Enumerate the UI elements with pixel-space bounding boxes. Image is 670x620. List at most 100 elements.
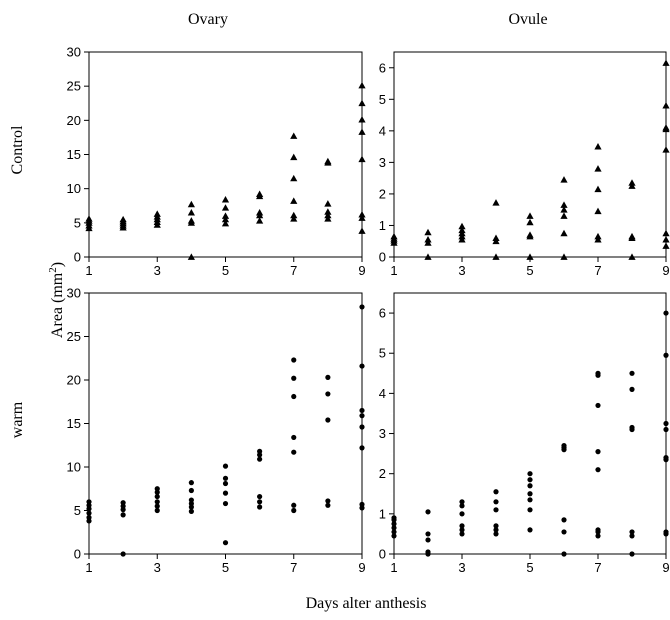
control-ovary-point — [290, 197, 298, 204]
control-ovary-point — [324, 211, 332, 219]
warm-ovary-point — [257, 448, 263, 454]
warm-ovary-point — [325, 498, 331, 504]
control-ovule-point — [594, 143, 602, 150]
control-ovary-y-tick-label: 5 — [74, 215, 81, 230]
warm-ovary-point — [257, 504, 263, 510]
control-ovule-y-tick-label: 4 — [379, 123, 386, 138]
warm-ovule-point — [629, 551, 635, 557]
control-ovary-y-tick-label: 25 — [67, 79, 81, 94]
warm-ovule-x-tick-label: 9 — [662, 560, 669, 575]
warm-ovule-point — [595, 449, 601, 455]
control-ovary-point — [221, 204, 230, 211]
warm-ovary-point — [86, 514, 92, 521]
warm-ovary-point — [359, 304, 365, 310]
warm-ovary-point — [291, 434, 297, 441]
control-ovary-point — [358, 227, 366, 234]
warm-ovule-point — [459, 499, 465, 505]
warm-ovary-point — [188, 487, 194, 494]
control-ovule-x-tick-label: 7 — [594, 263, 601, 278]
control-ovule-point — [662, 229, 670, 237]
warm-ovule-point — [595, 402, 601, 409]
warm-ovary-point — [154, 486, 160, 492]
control-ovary-point — [358, 81, 366, 89]
control-ovary-point — [187, 253, 195, 260]
control-ovule-point — [560, 201, 568, 208]
control-ovule-point — [458, 226, 466, 234]
warm-ovule-point — [391, 525, 397, 531]
warm-ovary-point — [257, 493, 263, 500]
control-ovary-y-tick-label: 20 — [67, 113, 81, 128]
control-ovary-point — [358, 99, 366, 107]
control-ovary-y-tick-label: 30 — [67, 45, 81, 60]
warm-ovule-point — [425, 549, 431, 555]
warm-ovary-x-tick-label: 1 — [85, 560, 92, 575]
warm-ovary-point — [325, 417, 331, 423]
control-ovary-point — [119, 215, 127, 223]
control-ovule-point — [662, 102, 670, 109]
warm-ovary-point — [325, 391, 331, 397]
control-ovary-point — [256, 217, 264, 224]
control-ovule-y-tick-label: 2 — [379, 186, 386, 201]
control-ovary-point — [290, 174, 298, 182]
warm-ovary-point — [120, 512, 126, 518]
warm-ovary-point — [120, 551, 126, 557]
control-ovary-point — [153, 210, 161, 217]
control-ovule-x-tick-label: 9 — [662, 263, 669, 278]
warm-ovule-point — [459, 531, 465, 537]
warm-ovule-point — [527, 471, 533, 477]
control-ovule-point — [628, 179, 636, 186]
warm-ovary-point — [359, 363, 365, 369]
control-ovary-point — [187, 200, 195, 208]
warm-ovule-point — [493, 527, 499, 533]
control-ovule-point — [424, 228, 432, 236]
control-ovary-x-tick-label: 3 — [154, 263, 161, 278]
warm-ovule-point — [663, 310, 669, 316]
control-ovule-point — [424, 253, 432, 260]
control-ovary-point — [358, 128, 366, 135]
warm-ovary-point — [325, 502, 331, 508]
warm-ovary-point — [154, 503, 160, 509]
warm-ovary-point — [222, 500, 229, 507]
warm-ovule-point — [629, 533, 635, 539]
warm-ovule-point — [595, 370, 601, 376]
control-ovary-x-tick-label: 9 — [358, 263, 365, 278]
control-ovary-y-tick-label: 10 — [67, 181, 81, 196]
warm-ovule-point — [595, 533, 601, 539]
warm-ovule-point — [561, 551, 567, 557]
warm-ovary-point — [188, 480, 194, 486]
control-ovary-x-tick-label: 1 — [85, 263, 92, 278]
warm-ovary-point — [188, 497, 194, 503]
x-axis-title: Days alter anthesis — [306, 595, 427, 612]
control-ovule-point — [662, 124, 670, 131]
control-ovule-point — [560, 253, 568, 260]
control-ovary-x-tick-label: 5 — [222, 263, 229, 278]
warm-ovule-point — [629, 370, 635, 376]
warm-ovary-point — [257, 456, 263, 462]
warm-ovary-point — [222, 490, 229, 496]
control-ovary-point — [221, 196, 230, 203]
warm-ovule-y-tick-label: 3 — [379, 426, 386, 441]
warm-ovary-point — [359, 424, 365, 430]
y-axis-title: Area (mm2) — [47, 262, 66, 338]
control-ovule-y-tick-label: 1 — [379, 218, 386, 233]
warm-ovule-y-tick-label: 2 — [379, 466, 386, 481]
warm-ovary-point — [291, 357, 297, 363]
control-ovule-x-tick-label: 3 — [458, 263, 465, 278]
warm-ovary-x-tick-label: 5 — [222, 560, 229, 575]
warm-ovary-point — [222, 480, 229, 487]
warm-ovary-y-tick-label: 30 — [67, 286, 81, 301]
control-ovule-point — [526, 253, 534, 260]
warm-ovary-y-tick-label: 10 — [67, 460, 81, 475]
warm-ovule-y-tick-label: 4 — [379, 386, 386, 401]
warm-ovule-point — [459, 527, 465, 533]
warm-ovule-point — [527, 477, 533, 483]
warm-ovule-x-tick-label: 1 — [390, 560, 397, 575]
y-axis-title-superscript: 2 — [47, 267, 59, 273]
warm-ovule-point — [663, 529, 669, 535]
control-ovary-point — [221, 219, 230, 227]
control-ovule-point — [662, 236, 670, 243]
warm-ovule-point — [391, 529, 397, 535]
control-ovule-point — [628, 253, 636, 260]
warm-ovule-point — [493, 523, 499, 529]
